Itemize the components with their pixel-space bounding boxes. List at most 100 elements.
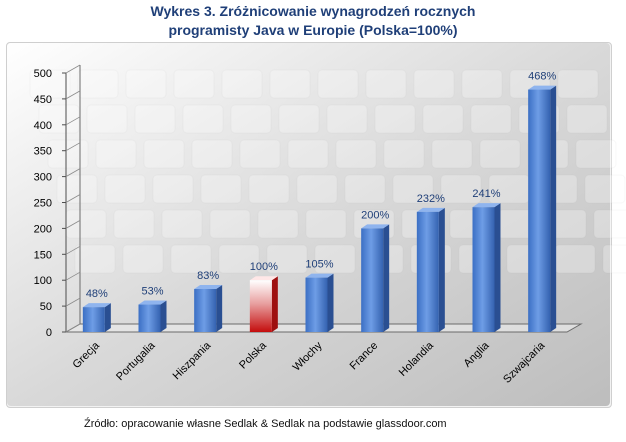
background-key — [326, 104, 368, 134]
bar-włochy — [305, 277, 328, 332]
background-key — [182, 104, 224, 134]
background-key — [125, 69, 167, 99]
bar-anglia — [472, 207, 495, 332]
background-key — [29, 69, 71, 99]
background-key — [344, 174, 386, 204]
background-key — [230, 104, 272, 134]
y-tick-depth — [65, 142, 81, 152]
background-key — [248, 174, 290, 204]
background-key — [461, 69, 503, 99]
background-key — [38, 104, 80, 134]
y-tick-depth — [65, 297, 81, 307]
background-key — [122, 244, 164, 274]
bar-top — [305, 273, 334, 278]
y-tick-label: 50 — [40, 301, 52, 313]
background-key — [77, 69, 119, 99]
data-label: 232% — [417, 193, 445, 205]
bar-side — [271, 276, 278, 332]
bar-top — [138, 300, 167, 305]
background-key — [296, 174, 338, 204]
background-key — [113, 209, 155, 239]
y-tick-depth — [65, 64, 81, 74]
background-key — [143, 139, 185, 169]
y-tick-depth — [65, 245, 81, 255]
y-tick-label: 350 — [34, 146, 52, 158]
background-key — [221, 69, 263, 99]
y-tick-label: 100 — [34, 275, 52, 287]
y-tick-depth — [65, 271, 81, 281]
bar-polska — [249, 280, 272, 332]
data-label: 468% — [528, 71, 556, 83]
background-key — [173, 69, 215, 99]
background-key — [335, 139, 377, 169]
bar-hiszpania — [194, 289, 217, 332]
background-key — [383, 139, 425, 169]
y-tick-label: 300 — [34, 172, 52, 184]
bar-side — [438, 207, 445, 332]
data-label: 105% — [305, 259, 333, 271]
background-key — [239, 139, 281, 169]
background-key — [470, 104, 512, 134]
background-key — [413, 69, 455, 99]
bar-top — [361, 224, 390, 229]
y-tick-label: 400 — [34, 120, 52, 132]
background-key — [65, 209, 107, 239]
data-label: 48% — [86, 288, 108, 300]
bar-side — [550, 85, 557, 333]
y-tick-label: 200 — [34, 223, 52, 235]
background-key — [152, 174, 194, 204]
background-key — [86, 104, 128, 134]
bar-side — [494, 203, 501, 332]
bar-top — [194, 285, 223, 290]
background-key — [431, 139, 473, 169]
y-tick-label: 450 — [34, 94, 52, 106]
bar-szwajcaria — [528, 89, 551, 333]
bar-holandia — [416, 211, 439, 332]
background-key — [440, 174, 482, 204]
background-key — [584, 174, 626, 204]
background-key — [266, 244, 308, 274]
background-key — [269, 69, 311, 99]
y-tick-label: 150 — [34, 249, 52, 261]
data-label: 100% — [250, 261, 278, 273]
y-tick-depth — [65, 90, 81, 100]
y-tick-label: 0 — [46, 327, 52, 339]
background-key — [257, 209, 299, 239]
background-key — [575, 139, 617, 169]
background-key — [554, 244, 596, 274]
background-key — [95, 139, 137, 169]
background-key — [278, 104, 320, 134]
background-key — [392, 174, 434, 204]
y-tick-label: 500 — [34, 68, 52, 80]
background-key — [317, 69, 359, 99]
bar-side — [327, 273, 334, 332]
chart-title-line-2: programisty Java w Europie (Polska=100%) — [168, 22, 458, 38]
y-tick-depth — [65, 168, 81, 177]
background-key — [287, 139, 329, 169]
background-key — [365, 69, 407, 99]
background-key — [161, 209, 203, 239]
bar-portugalia — [138, 304, 161, 332]
background-key — [200, 174, 242, 204]
bar-top — [528, 85, 557, 90]
background-key — [47, 139, 89, 169]
bar-france — [361, 228, 384, 332]
bar-side — [383, 224, 390, 332]
data-label: 200% — [361, 209, 389, 221]
background-key — [170, 244, 212, 274]
bar-grecja — [82, 307, 105, 332]
bar-side — [160, 300, 167, 332]
bar-top — [472, 203, 501, 208]
background-key — [56, 174, 98, 204]
bar-side — [104, 303, 111, 332]
chart-title: Wykres 3. Zróżnicowanie wynagrodzeń rocz… — [0, 2, 626, 40]
background-key — [314, 244, 356, 274]
background-key — [305, 209, 347, 239]
background-key — [191, 139, 233, 169]
source-note: Źródło: opracowanie własne Sedlak & Sedl… — [84, 418, 447, 430]
background-key — [593, 209, 626, 239]
chart-title-line-1: Wykres 3. Zróżnicowanie wynagrodzeń rocz… — [150, 3, 476, 19]
y-tick-depth — [65, 220, 81, 229]
background-key — [74, 244, 116, 274]
bar-side — [216, 285, 223, 332]
